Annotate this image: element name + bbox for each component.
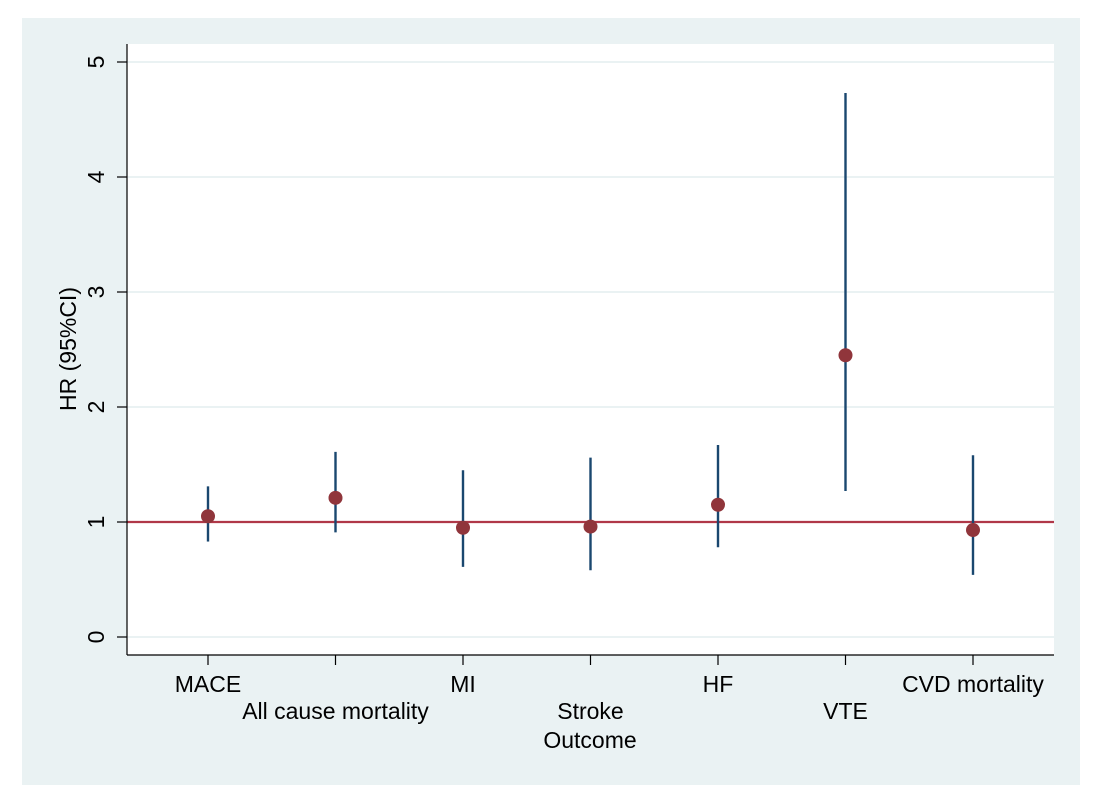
x-tick-label-0: MACE: [175, 671, 241, 697]
x-tick-label-6: CVD mortality: [902, 671, 1044, 697]
x-tick-label-4: HF: [703, 671, 734, 697]
x-tick-label-5: VTE: [823, 698, 868, 724]
y-tick-label-1: 1: [83, 516, 109, 529]
hr-point-4: [711, 497, 725, 512]
hr-point-1: [328, 490, 343, 505]
x-tick-label-3: Stroke: [557, 698, 623, 724]
y-tick-label-3: 3: [83, 286, 109, 299]
x-axis-title: Outcome: [543, 727, 636, 753]
hr-point-3: [583, 519, 598, 534]
y-tick-label-0: 0: [83, 631, 109, 644]
y-axis-title: HR (95%CI): [55, 287, 81, 411]
hr-point-2: [456, 520, 470, 535]
hazard-ratio-points: [201, 348, 980, 538]
y-tick-label-5: 5: [83, 56, 109, 69]
hr-point-5: [838, 348, 853, 363]
y-axis-ticks: 0 1 2 3 4 5: [83, 56, 127, 644]
y-tick-label-2: 2: [83, 401, 109, 414]
hr-point-0: [201, 509, 215, 524]
x-tick-label-2: MI: [450, 671, 476, 697]
x-tick-label-1: All cause mortality: [242, 698, 429, 724]
hr-point-6: [966, 523, 980, 538]
y-tick-label-4: 4: [83, 170, 109, 183]
gridlines: [127, 61, 1054, 638]
